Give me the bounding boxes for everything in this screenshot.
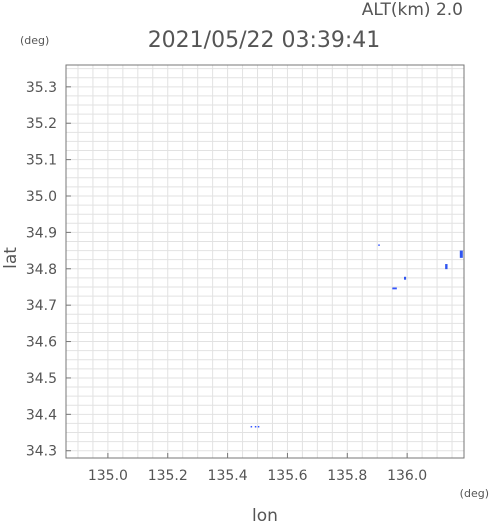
plot-frame bbox=[65, 64, 465, 459]
y-unit-label: (deg) bbox=[20, 34, 49, 47]
x-axis-title: lon bbox=[252, 506, 278, 521]
y-tick-label: 34.9 bbox=[26, 225, 57, 241]
data-point bbox=[378, 244, 380, 246]
data-point bbox=[404, 276, 407, 280]
data-points bbox=[250, 244, 463, 428]
data-point bbox=[392, 287, 397, 290]
y-tick-label: 34.4 bbox=[26, 407, 57, 423]
x-unit-label: (deg) bbox=[460, 487, 489, 500]
x-tick-label: 135.4 bbox=[208, 468, 248, 484]
y-axis-title: lat bbox=[1, 247, 21, 269]
data-point bbox=[254, 425, 257, 428]
y-tick-label: 35.0 bbox=[26, 189, 57, 205]
grid bbox=[66, 65, 464, 458]
x-tick-label: 135.0 bbox=[88, 468, 128, 484]
altitude-label: ALT(km) 2.0 bbox=[362, 0, 463, 20]
y-tick-label: 34.6 bbox=[26, 335, 57, 351]
data-point bbox=[445, 264, 448, 270]
y-tick-label: 35.1 bbox=[26, 153, 57, 169]
data-point bbox=[257, 425, 260, 428]
y-tick-label: 34.8 bbox=[26, 262, 57, 278]
ticks: 135.0 135.2 135.4 135.6 135.8 136.0 34.3 34.4 34… bbox=[26, 80, 427, 484]
x-tick-label: 135.6 bbox=[267, 468, 307, 484]
x-tick-label: 136.0 bbox=[387, 468, 427, 484]
y-tick-label: 34.5 bbox=[26, 371, 57, 387]
y-tick-label: 34.3 bbox=[26, 444, 57, 460]
timestamp-title: 2021/05/22 03:39:41 bbox=[148, 28, 381, 53]
y-tick-label: 34.7 bbox=[26, 298, 57, 314]
x-tick-label: 135.2 bbox=[148, 468, 188, 484]
data-point bbox=[250, 425, 253, 428]
y-tick-label: 35.2 bbox=[26, 116, 57, 132]
x-tick-label: 135.8 bbox=[327, 468, 367, 484]
data-point bbox=[459, 250, 463, 258]
y-tick-label: 35.3 bbox=[26, 80, 57, 96]
